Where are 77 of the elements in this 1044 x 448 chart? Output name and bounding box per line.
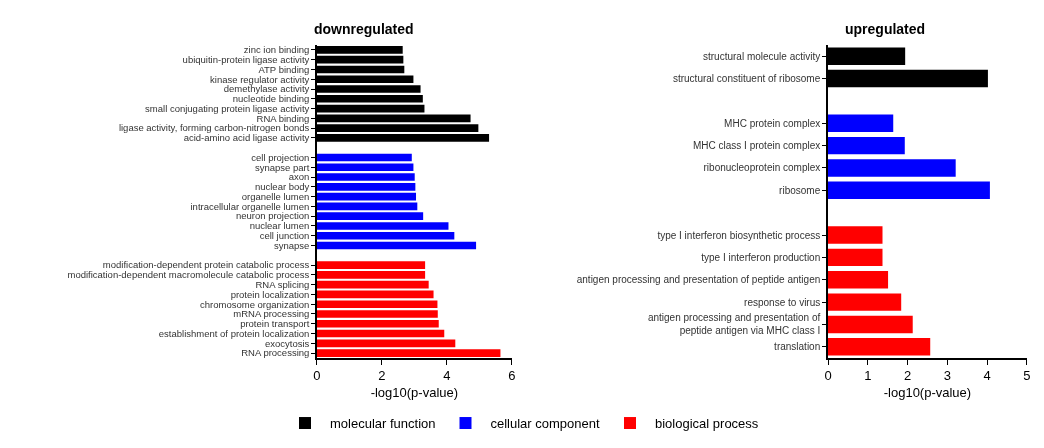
y-tick-label: antigen processing and presentation of peptide antigen	[576, 274, 821, 286]
bar	[316, 231, 455, 240]
x-tick-label: 1	[864, 368, 872, 384]
y-tick-label: zinc ion binding	[243, 44, 310, 56]
bar	[828, 315, 913, 334]
x-tick-label: 0	[824, 368, 832, 384]
y-tick-label: structural molecule activity	[702, 50, 821, 62]
y-tick-label: nuclear lumen	[249, 220, 310, 232]
y-tick-label: demethylase activity	[223, 83, 310, 95]
bar	[828, 114, 894, 132]
x-tick-label: 4	[443, 368, 451, 384]
y-tick-label: exocytosis	[264, 337, 310, 349]
x-tick-label: 0	[313, 368, 321, 384]
y-tick-label: chromosome organization	[200, 298, 310, 310]
legend-label: biological process	[655, 416, 759, 432]
x-tick-label: 4	[983, 368, 991, 384]
x-axis-title: -log10(p-value)	[883, 385, 972, 401]
y-tick-label: cell junction	[259, 230, 310, 242]
bar	[828, 338, 931, 356]
bar	[316, 183, 416, 191]
legend-label: molecular function	[330, 416, 436, 432]
y-tick-label: RNA processing	[241, 347, 310, 359]
y-tick-label: translation	[774, 341, 821, 353]
bar	[828, 159, 956, 177]
bar	[828, 248, 883, 267]
x-tick-label: 3	[943, 368, 951, 384]
y-tick-label: modification-dependent macromolecule catabolic process	[67, 269, 310, 281]
bar	[316, 339, 456, 348]
y-tick-label: type I interferon biosynthetic process	[657, 229, 821, 241]
bar	[316, 202, 418, 211]
y-tick-label: cell projection	[251, 151, 310, 163]
bar	[316, 329, 445, 338]
bar	[316, 241, 477, 250]
y-tick-label: intracellular organelle lumen	[190, 200, 310, 212]
bar	[316, 300, 438, 309]
bar	[828, 226, 883, 244]
x-tick-label: 5	[1023, 368, 1031, 384]
bar	[316, 222, 449, 230]
y-tick-label: acid-amino acid ligase activity	[183, 132, 310, 144]
bar	[316, 261, 426, 269]
y-tick-label: modification-dependent protein catabolic process	[102, 259, 310, 271]
bar	[828, 271, 889, 289]
x-tick-label: 2	[378, 368, 386, 384]
bar	[316, 163, 414, 172]
y-tick-label: nuclear body	[254, 181, 310, 193]
bar	[316, 290, 434, 299]
bar	[828, 136, 905, 155]
bar	[316, 280, 429, 289]
y-tick-label: type I interferon production	[701, 251, 821, 263]
y-tick-label: protein transport	[240, 318, 310, 330]
y-tick-label: response to virus	[744, 296, 821, 308]
bar	[316, 173, 415, 181]
bar	[828, 293, 902, 311]
y-tick-label: nucleotide binding	[232, 93, 310, 105]
bar	[316, 319, 439, 328]
y-tick-label: mRNA processing	[233, 308, 310, 320]
x-tick-label: 6	[508, 368, 516, 384]
x-tick-label: 2	[903, 368, 912, 384]
bar	[316, 310, 438, 318]
bar	[316, 271, 426, 279]
legend-label: cellular component	[490, 416, 600, 432]
chart-title: downregulated	[314, 21, 414, 37]
y-tick-label: ribosome	[779, 184, 821, 196]
bar	[316, 192, 417, 201]
bar	[316, 153, 412, 162]
y-tick-label: MHC class I protein complex	[692, 140, 821, 152]
y-tick-label: ribonucleoprotein complex	[703, 162, 821, 174]
bar	[828, 181, 990, 200]
x-axis-title: -log10(p-value)	[370, 385, 459, 401]
bar	[316, 212, 424, 220]
y-tick-label: MHC protein complex	[724, 117, 821, 129]
y-tick-label: structural constituent of ribosome	[672, 73, 821, 85]
chart-title: upregulated	[845, 21, 926, 37]
y-tick-label: kinase regulator activity	[210, 73, 310, 85]
y-tick-label: protein localization	[230, 288, 310, 300]
bar	[316, 349, 501, 357]
y-tick-label: ligase activity, forming carbon-nitrogen bonds	[118, 122, 310, 134]
